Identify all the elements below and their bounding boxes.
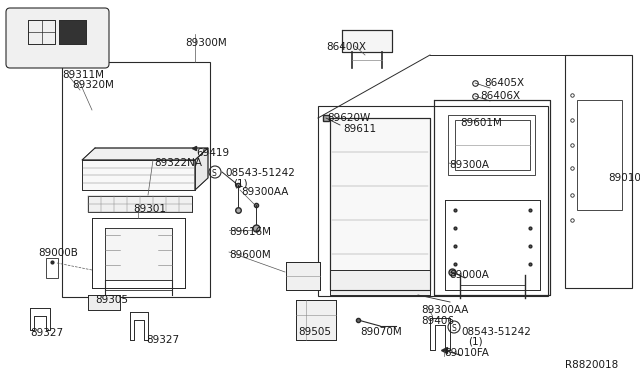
Text: 89300AA: 89300AA <box>421 305 468 315</box>
Text: (1): (1) <box>233 178 248 188</box>
Bar <box>59 20 86 44</box>
Polygon shape <box>82 148 208 160</box>
Bar <box>28 20 55 44</box>
Polygon shape <box>330 270 430 295</box>
Text: 08543-51242: 08543-51242 <box>225 168 295 178</box>
Polygon shape <box>82 160 195 190</box>
Text: 08543-51242: 08543-51242 <box>461 327 531 337</box>
Bar <box>46 258 58 278</box>
Polygon shape <box>286 262 320 290</box>
Bar <box>62 62 210 297</box>
Text: 89305: 89305 <box>95 295 128 305</box>
Polygon shape <box>296 300 336 340</box>
Text: 89616M: 89616M <box>229 227 271 237</box>
Text: 89311M: 89311M <box>62 70 104 80</box>
Polygon shape <box>342 30 392 52</box>
Bar <box>318 106 548 296</box>
Text: 89300AA: 89300AA <box>241 187 289 197</box>
Text: 89620W: 89620W <box>327 113 371 123</box>
Text: 86400X: 86400X <box>326 42 366 52</box>
Text: 89320M: 89320M <box>72 80 114 90</box>
Text: 89300A: 89300A <box>449 160 489 170</box>
FancyBboxPatch shape <box>6 8 109 68</box>
Text: 89000A: 89000A <box>449 270 489 280</box>
Bar <box>448 115 535 175</box>
Text: 89301: 89301 <box>133 204 166 214</box>
Text: R8820018: R8820018 <box>565 360 618 370</box>
Text: 86406X: 86406X <box>480 91 520 101</box>
Text: 89010FA: 89010FA <box>444 348 489 358</box>
Bar <box>59 20 86 44</box>
Bar <box>577 100 622 210</box>
Text: 89327: 89327 <box>146 335 179 345</box>
Text: 69419: 69419 <box>196 148 229 158</box>
Text: (1): (1) <box>468 337 483 347</box>
Bar <box>565 55 632 288</box>
Polygon shape <box>88 196 192 212</box>
Text: S: S <box>212 169 217 178</box>
Text: 89000B: 89000B <box>38 248 78 258</box>
Polygon shape <box>88 295 120 310</box>
Text: 89322NA: 89322NA <box>154 158 202 168</box>
Polygon shape <box>195 148 208 190</box>
Bar <box>455 120 530 170</box>
Polygon shape <box>330 118 430 290</box>
Text: 89601M: 89601M <box>460 118 502 128</box>
Text: 89070M: 89070M <box>360 327 402 337</box>
Text: 89010F: 89010F <box>608 173 640 183</box>
Text: 89327: 89327 <box>30 328 63 338</box>
Text: 89611: 89611 <box>343 124 376 134</box>
Text: 89406: 89406 <box>421 316 454 326</box>
Bar <box>28 20 55 44</box>
Text: 89505: 89505 <box>298 327 331 337</box>
Text: 89600M: 89600M <box>229 250 271 260</box>
Text: 86405X: 86405X <box>484 78 524 88</box>
Text: S: S <box>451 324 456 333</box>
Polygon shape <box>105 228 172 280</box>
Text: 89300M: 89300M <box>185 38 227 48</box>
